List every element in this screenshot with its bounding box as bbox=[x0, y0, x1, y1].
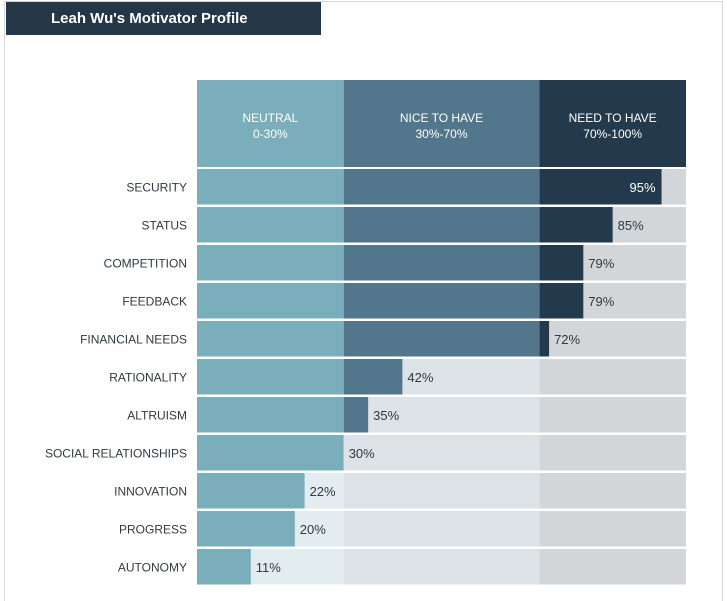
value-label: 72% bbox=[554, 332, 580, 347]
band-name-need-to-have: NEED TO HAVE bbox=[569, 111, 657, 125]
row-progress: PROGRESS 20% bbox=[119, 511, 686, 547]
band-range-need-to-have: 70%-100% bbox=[583, 127, 642, 141]
category-label: SECURITY bbox=[126, 180, 187, 194]
track-need-to-have bbox=[539, 359, 686, 395]
report-frame bbox=[4, 1, 723, 601]
bar-segment-nice-to-have bbox=[343, 207, 540, 243]
bar-segment-neutral bbox=[197, 435, 344, 471]
row-feedback: FEEDBACK 79% bbox=[122, 283, 686, 319]
bar-segment-neutral bbox=[197, 245, 344, 281]
band-headers: NEUTRAL 0-30% NICE TO HAVE 30%-70% NEED TO H… bbox=[197, 80, 686, 167]
value-label: 79% bbox=[588, 256, 614, 271]
bar-segment-need-to-have bbox=[539, 245, 584, 281]
category-label: PROGRESS bbox=[119, 522, 187, 536]
row-rationality: RATIONALITY 42% bbox=[109, 359, 686, 395]
row-security: SECURITY 95% bbox=[126, 169, 686, 205]
row-competition: COMPETITION 79% bbox=[104, 245, 686, 281]
chart-rows: SECURITY 95%STATUS 85%COMPETITION 79%FEEDBA… bbox=[45, 169, 686, 585]
value-label: 95% bbox=[630, 180, 656, 195]
band-header-nice-to-have bbox=[343, 80, 540, 167]
track-nice-to-have bbox=[343, 549, 540, 585]
track-nice-to-have bbox=[343, 397, 540, 433]
band-header-neutral bbox=[197, 80, 344, 167]
category-label: SOCIAL RELATIONSHIPS bbox=[45, 446, 187, 460]
value-label: 85% bbox=[618, 218, 644, 233]
category-label: FINANCIAL NEEDS bbox=[80, 332, 187, 346]
track-need-to-have bbox=[539, 397, 686, 433]
track-nice-to-have bbox=[343, 473, 540, 509]
bar-segment-neutral bbox=[197, 359, 344, 395]
bar-segment-nice-to-have bbox=[343, 283, 540, 319]
row-financial-needs: FINANCIAL NEEDS 72% bbox=[80, 321, 686, 357]
value-label: 42% bbox=[407, 370, 433, 385]
band-range-neutral: 0-30% bbox=[253, 127, 288, 141]
bar-segment-need-to-have bbox=[539, 321, 550, 357]
category-label: FEEDBACK bbox=[122, 294, 187, 308]
row-autonomy: AUTONOMY 11% bbox=[118, 549, 686, 585]
value-label: 22% bbox=[310, 484, 336, 499]
row-social-relationships: SOCIAL RELATIONSHIPS 30% bbox=[45, 435, 686, 471]
bar-segment-need-to-have bbox=[539, 207, 613, 243]
track-nice-to-have bbox=[343, 511, 540, 547]
bar-segment-nice-to-have bbox=[343, 321, 540, 357]
bar-segment-neutral bbox=[197, 511, 295, 547]
row-innovation: INNOVATION 22% bbox=[114, 473, 686, 509]
bar-segment-nice-to-have bbox=[343, 397, 369, 433]
value-label: 30% bbox=[349, 446, 375, 461]
band-name-nice-to-have: NICE TO HAVE bbox=[400, 111, 483, 125]
track-need-to-have bbox=[539, 511, 686, 547]
track-need-to-have bbox=[539, 435, 686, 471]
value-label: 35% bbox=[373, 408, 399, 423]
value-label: 11% bbox=[256, 560, 281, 575]
category-label: ALTRUISM bbox=[127, 408, 187, 422]
category-label: STATUS bbox=[141, 218, 187, 232]
bar-segment-nice-to-have bbox=[343, 245, 540, 281]
bar-segment-nice-to-have bbox=[343, 359, 403, 395]
category-label: COMPETITION bbox=[104, 256, 187, 270]
row-altruism: ALTRUISM 35% bbox=[127, 397, 686, 433]
bar-segment-neutral bbox=[197, 169, 344, 205]
band-header-need-to-have bbox=[539, 80, 686, 167]
bar-segment-need-to-have bbox=[539, 169, 662, 205]
bar-segment-nice-to-have bbox=[343, 169, 540, 205]
bar-segment-neutral bbox=[197, 473, 305, 509]
row-status: STATUS 85% bbox=[141, 207, 686, 243]
page-title: Leah Wu's Motivator Profile bbox=[6, 2, 321, 35]
bar-segment-neutral bbox=[197, 397, 344, 433]
bar-segment-neutral bbox=[197, 207, 344, 243]
category-label: AUTONOMY bbox=[118, 560, 187, 574]
bar-segment-neutral bbox=[197, 321, 344, 357]
track-need-to-have bbox=[539, 321, 686, 357]
category-label: INNOVATION bbox=[114, 484, 187, 498]
bar-segment-neutral bbox=[197, 283, 344, 319]
value-label: 20% bbox=[300, 522, 326, 537]
bar-segment-need-to-have bbox=[539, 283, 584, 319]
bar-segment-neutral bbox=[197, 549, 251, 585]
value-label: 79% bbox=[588, 294, 614, 309]
track-need-to-have bbox=[539, 549, 686, 585]
motivator-chart: NEUTRAL 0-30% NICE TO HAVE 30%-70% NEED TO H… bbox=[45, 80, 686, 585]
band-name-neutral: NEUTRAL bbox=[242, 111, 298, 125]
track-need-to-have bbox=[539, 473, 686, 509]
category-label: RATIONALITY bbox=[109, 370, 187, 384]
band-range-nice-to-have: 30%-70% bbox=[415, 127, 467, 141]
track-nice-to-have bbox=[343, 435, 540, 471]
